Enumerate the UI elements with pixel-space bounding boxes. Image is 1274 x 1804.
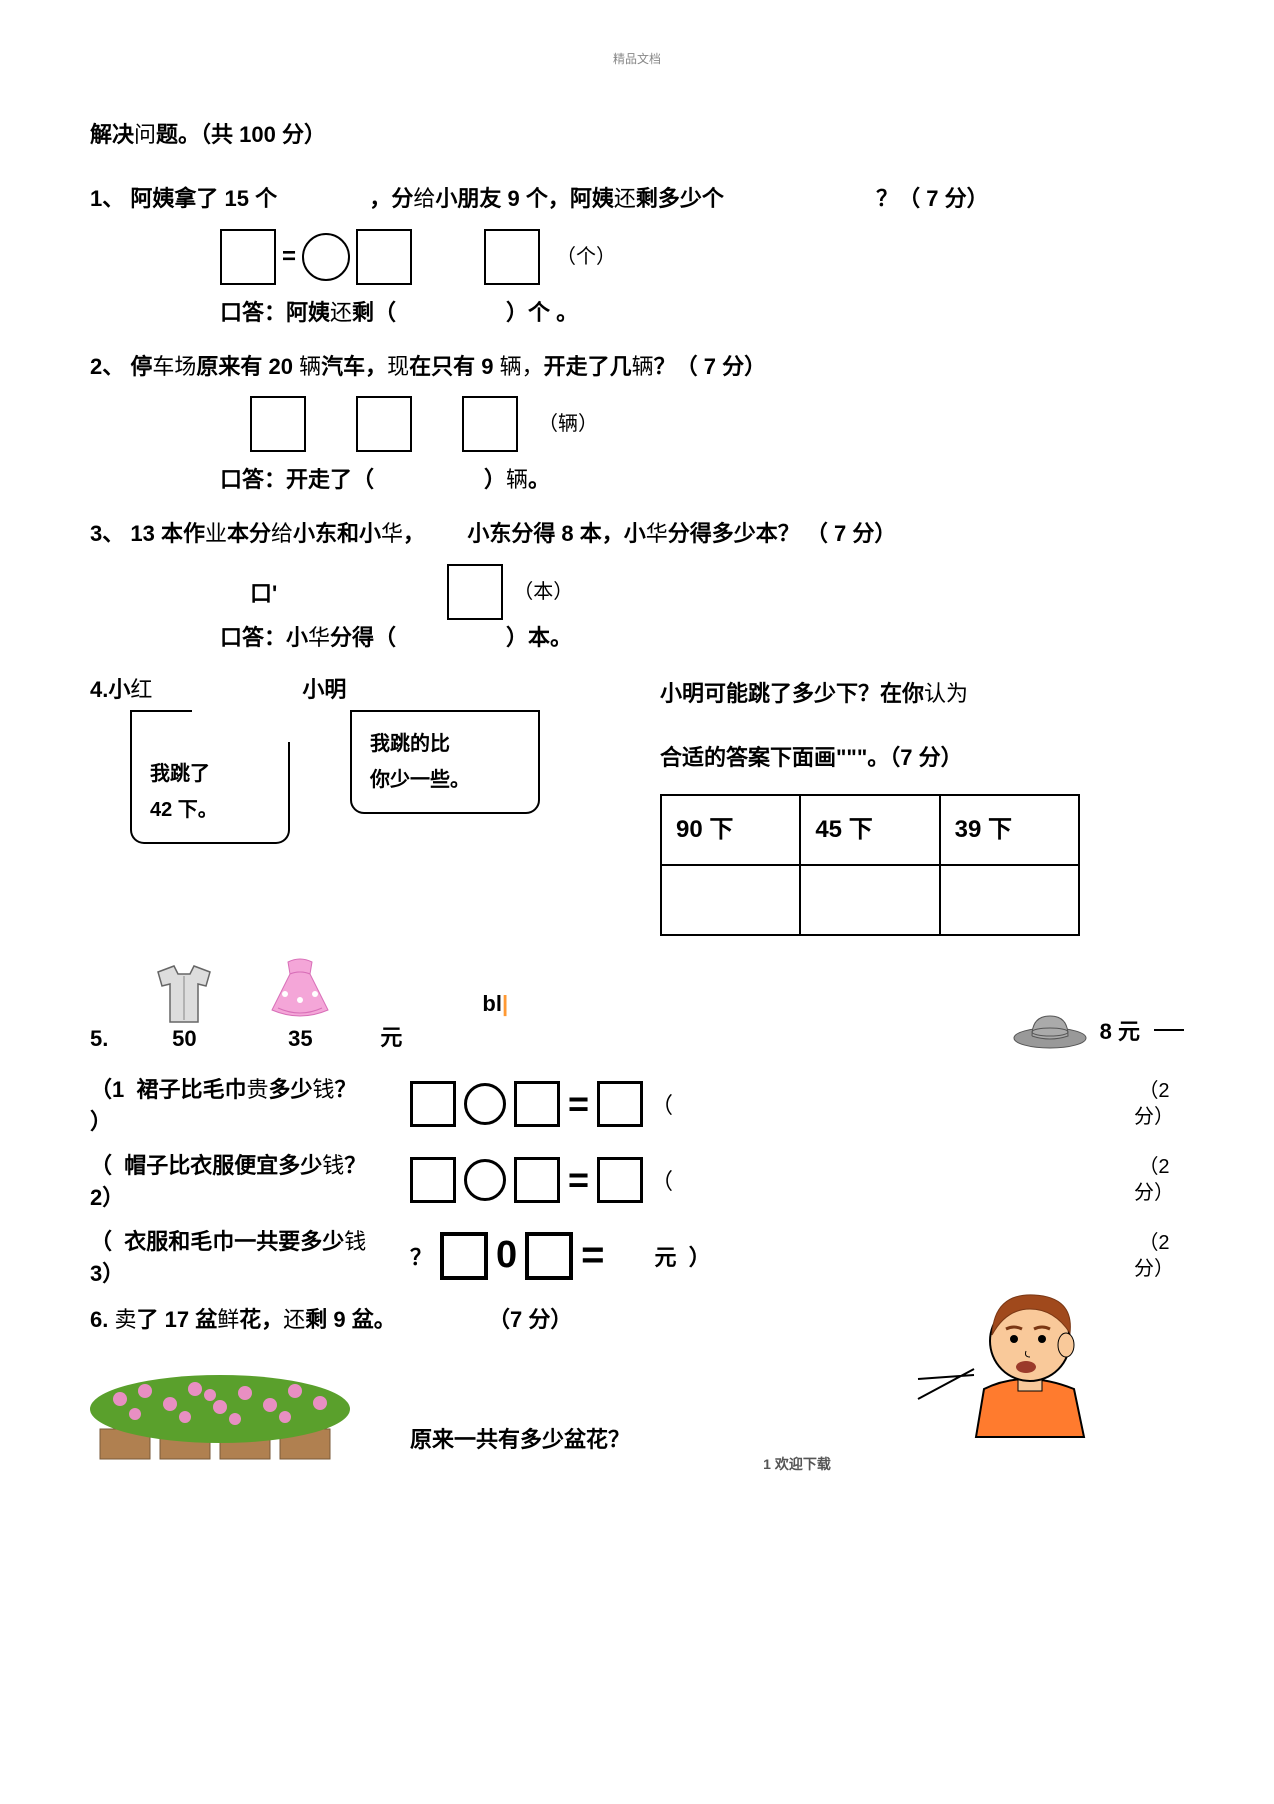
- section-title: 解决问题。（共 100 分）: [90, 117, 1184, 149]
- q4-prompt-b: 合适的答案下面画"""。（7 分）: [660, 736, 1184, 780]
- table-cell[interactable]: 90 下: [661, 795, 800, 865]
- q5-num: 5.: [90, 1026, 108, 1052]
- flowers-image: [90, 1359, 370, 1474]
- table-cell[interactable]: [940, 865, 1079, 935]
- input-box[interactable]: [514, 1157, 560, 1203]
- q4-num: 4.小红: [90, 672, 152, 704]
- q1-equation: = （个）: [220, 229, 1184, 285]
- q1-answer: 口答：阿姨还剩（）个 。: [220, 295, 1184, 327]
- q5-unit: 元: [380, 1020, 402, 1052]
- q4-table: 90 下 45 下 39 下: [660, 794, 1080, 936]
- table-cell[interactable]: 39 下: [940, 795, 1079, 865]
- q5-sub2-points: （2 分）: [1124, 1154, 1184, 1206]
- input-box[interactable]: [597, 1157, 643, 1203]
- q5-sub1: （1 裙子比毛巾贵多少钱？ ） = （ （2 分）: [90, 1072, 1184, 1136]
- input-box[interactable]: [250, 396, 306, 452]
- input-box[interactable]: [462, 396, 518, 452]
- q5-bl: bl|: [482, 991, 508, 1017]
- skirt-icon: [260, 956, 340, 1026]
- shirt-icon: [148, 964, 220, 1026]
- input-box[interactable]: [447, 564, 503, 620]
- q1-text: 1、 阿姨拿了 15 个 ，分给小朋友 9 个，阿姨还剩多少个 ？（ 7 分）: [90, 179, 1184, 219]
- q3-answer: 口答：小华分得（）本。: [220, 620, 1184, 652]
- q2-equation: （辆）: [250, 396, 1184, 452]
- input-box[interactable]: [410, 1157, 456, 1203]
- q2-answer: 口答：开走了（）辆。: [220, 462, 1184, 494]
- input-box[interactable]: [440, 1232, 488, 1280]
- operator-circle[interactable]: [302, 233, 350, 281]
- input-box[interactable]: [356, 229, 412, 285]
- q5-sub3-points: （2 分）: [1124, 1230, 1184, 1282]
- operator-circle[interactable]: [464, 1159, 506, 1201]
- table-cell[interactable]: [800, 865, 939, 935]
- q4-prompt-a: 小明可能跳了多少下？在你认为: [660, 672, 1184, 716]
- page-footer: 1 欢迎下载: [410, 1454, 1184, 1474]
- header-watermark: 精品文档: [90, 50, 1184, 67]
- q3-unit: （本）: [513, 581, 573, 603]
- shirt-item: 50: [148, 964, 220, 1052]
- q3-sub: 口': [250, 576, 277, 608]
- input-box[interactable]: [525, 1232, 573, 1280]
- input-box[interactable]: [597, 1081, 643, 1127]
- q5-sub1-points: （2 分）: [1124, 1078, 1184, 1130]
- boy-image: [914, 1279, 1094, 1444]
- q4-bubble2: 我跳的比 你少一些。: [350, 710, 540, 814]
- input-box[interactable]: [220, 229, 276, 285]
- q5-sub2: （ 帽子比衣服便宜多少钱？ 2） = （ （2 分）: [90, 1148, 1184, 1212]
- input-box[interactable]: [484, 229, 540, 285]
- skirt-item: 35: [260, 956, 340, 1052]
- input-box[interactable]: [514, 1081, 560, 1127]
- q4-bubble1: 我跳了 42 下。: [130, 742, 290, 844]
- input-box[interactable]: [356, 396, 412, 452]
- table-cell[interactable]: [661, 865, 800, 935]
- hat-icon: [1010, 1008, 1090, 1052]
- q2-text: 2、 停车场原来有 20 辆汽车，现在只有 9 辆，开走了几辆？（ 7 分）: [90, 347, 1184, 387]
- operator-circle[interactable]: [464, 1083, 506, 1125]
- q3-text: 3、 13 本作业本分给小东和小华， 小东分得 8 本，小华分得多少本？ （ 7…: [90, 514, 1184, 554]
- table-cell[interactable]: 45 下: [800, 795, 939, 865]
- q5-sub3: （ 衣服和毛巾一共要多少钱 3） ？ 0 = 元 ） （2 分）: [90, 1224, 1184, 1288]
- input-box[interactable]: [410, 1081, 456, 1127]
- hat-item: 8 元: [1010, 1008, 1184, 1052]
- q4-name2: 小明: [302, 672, 346, 704]
